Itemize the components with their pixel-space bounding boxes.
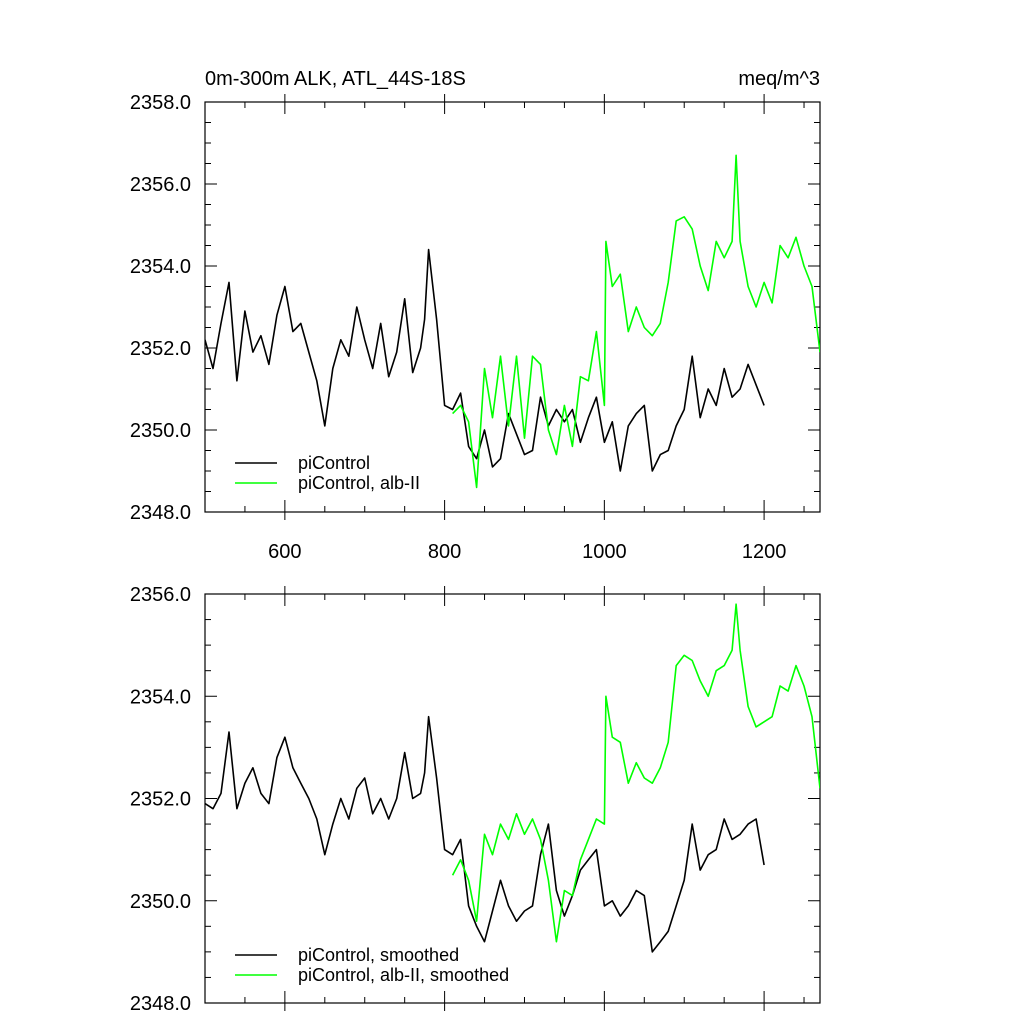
y-tick-label: 2354.0 [130, 256, 191, 278]
y-tick-label: 2350.0 [130, 891, 191, 913]
panel-bottom: 2348.0 2350.0 2352.0 2354.0 2356.0 piControl,… [130, 584, 821, 1015]
series-line-0 [205, 248, 765, 472]
x-tick-label: 800 [428, 541, 461, 563]
series-line-1 [452, 154, 820, 489]
legend-label: piControl, alb-II [298, 473, 420, 493]
y-tick-label: 2356.0 [130, 584, 191, 606]
y-tick-label: 2352.0 [130, 338, 191, 360]
y-tick-label: 2354.0 [130, 686, 191, 708]
y-tick-label: 2350.0 [130, 420, 191, 442]
y-tick-label: 2356.0 [130, 174, 191, 196]
y-tick-label: 2352.0 [130, 789, 191, 811]
x-tick-label: 1000 [582, 541, 627, 563]
legend-label: piControl, smoothed [298, 945, 459, 965]
legend-label: piControl, alb-II, smoothed [298, 965, 509, 985]
y-tick-label: 2358.0 [130, 92, 191, 114]
legend-label: piControl [298, 453, 370, 473]
plot-frame [204, 593, 821, 1004]
plot-frame [204, 101, 821, 513]
panel-top: 600 800 1000 1200 2348.0 2350.0 2352.0 2354.0 23… [130, 68, 821, 563]
series-line-0 [205, 715, 765, 953]
x-tick-label: 1200 [742, 541, 787, 563]
y-tick-label: 2348.0 [130, 993, 191, 1015]
chart-title: 0m-300m ALK, ATL_44S-18S [205, 68, 466, 90]
chart-units: meq/m^3 [738, 68, 820, 90]
x-tick-label: 600 [268, 541, 301, 563]
y-tick-label: 2348.0 [130, 502, 191, 524]
series-line-1 [451, 603, 820, 943]
